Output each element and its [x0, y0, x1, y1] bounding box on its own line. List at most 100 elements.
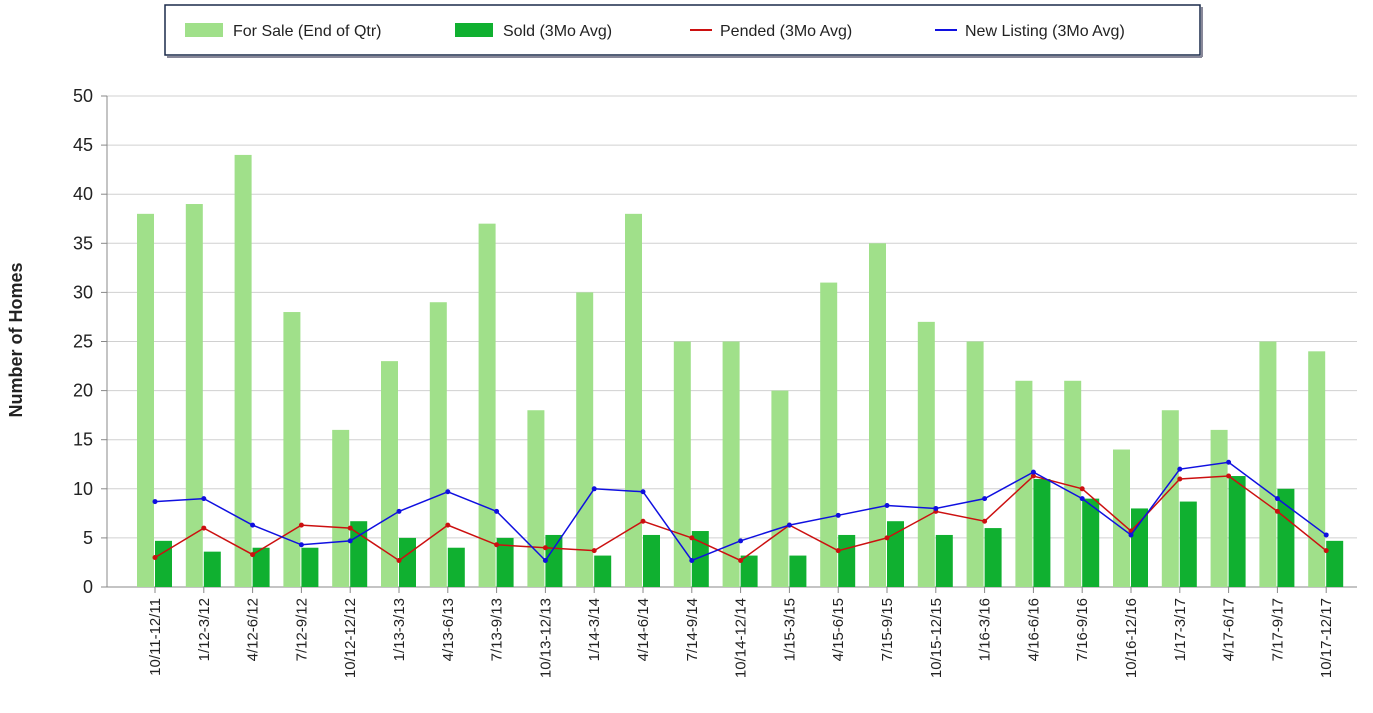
x-tick-label: 7/17-9/17	[1269, 598, 1286, 661]
y-tick-label: 35	[73, 233, 93, 253]
point	[152, 555, 158, 561]
x-tick-label: 10/12-12/12	[342, 598, 359, 678]
x-tick-label: 10/11-12/11	[147, 598, 164, 676]
point	[298, 522, 304, 528]
bar	[625, 213, 642, 587]
point	[494, 508, 500, 514]
y-tick-label: 50	[73, 86, 93, 106]
bar	[301, 547, 319, 587]
x-tick-label: 4/15-6/15	[830, 598, 847, 661]
y-tick-label: 5	[83, 528, 93, 548]
bar	[527, 410, 545, 587]
bar	[594, 555, 612, 587]
point	[591, 486, 597, 492]
point	[1030, 473, 1036, 479]
x-tick-label: 4/17-6/17	[1221, 598, 1238, 661]
legend-label: For Sale (End of Qtr)	[233, 23, 382, 40]
bar	[984, 528, 1002, 587]
bar	[935, 534, 953, 587]
point	[201, 525, 207, 531]
point	[396, 557, 402, 563]
point	[152, 499, 158, 505]
bar	[1277, 488, 1295, 587]
x-tick-label: 10/13-12/13	[537, 598, 554, 678]
x-tick-label: 10/15-12/15	[928, 598, 945, 678]
x-tick-label: 10/17-12/17	[1318, 598, 1335, 678]
x-tick-label: 7/13-9/13	[489, 598, 506, 661]
legend-label: Pended (3Mo Avg)	[720, 23, 852, 40]
x-tick-label: 1/14-3/14	[586, 598, 603, 661]
point	[982, 496, 988, 502]
point	[1079, 496, 1085, 502]
y-tick-label: 10	[73, 479, 93, 499]
point	[347, 538, 353, 544]
x-tick-label: 10/16-12/16	[1123, 598, 1140, 678]
bar	[691, 531, 709, 587]
legend-label: Sold (3Mo Avg)	[503, 23, 612, 40]
point	[835, 512, 841, 518]
bar	[283, 312, 301, 587]
bar	[869, 243, 886, 588]
x-tick-label: 4/13-6/13	[440, 598, 457, 661]
point	[347, 525, 353, 531]
bar	[1161, 410, 1179, 587]
point	[445, 522, 451, 528]
point	[1323, 548, 1329, 554]
x-tick-label: 10/14-12/14	[733, 598, 750, 678]
legend-box	[164, 4, 1201, 56]
bar	[1113, 449, 1130, 587]
point	[250, 552, 256, 558]
point	[884, 502, 890, 508]
bar	[1033, 478, 1051, 587]
point	[982, 518, 988, 524]
point	[1128, 532, 1134, 538]
bar	[496, 537, 514, 587]
bar	[1308, 351, 1326, 587]
bar	[1259, 341, 1277, 587]
point	[1274, 508, 1280, 514]
x-tick-label: 1/12-3/12	[196, 598, 213, 661]
legend-swatch	[455, 23, 493, 37]
bar	[838, 534, 856, 587]
x-tick-label: 7/15-9/15	[879, 598, 896, 661]
point	[298, 542, 304, 548]
x-tick-label: 4/16-6/16	[1025, 598, 1042, 661]
bar	[966, 341, 984, 587]
y-tick-label: 25	[73, 332, 93, 352]
bar	[332, 429, 350, 587]
bar	[447, 547, 465, 587]
line	[154, 461, 1327, 562]
bar	[1082, 498, 1100, 587]
point	[542, 545, 548, 551]
bar	[381, 361, 398, 587]
point	[201, 496, 207, 502]
x-tick-label: 7/16-9/16	[1074, 598, 1091, 661]
bar	[203, 551, 221, 587]
point	[1030, 469, 1036, 475]
point	[591, 548, 597, 554]
bar	[1064, 380, 1082, 587]
x-tick-label: 1/16-3/16	[977, 598, 994, 661]
bar	[1179, 501, 1197, 587]
point	[445, 489, 451, 495]
point	[640, 518, 646, 524]
point	[738, 538, 744, 544]
bar	[917, 321, 935, 587]
bar	[576, 292, 594, 587]
point	[640, 489, 646, 495]
x-tick-label: 1/17-3/17	[1172, 598, 1189, 661]
x-tick-label: 1/13-3/13	[391, 598, 408, 661]
bar	[399, 537, 416, 587]
bar	[1228, 476, 1246, 587]
bar	[673, 341, 691, 587]
point	[1079, 486, 1085, 492]
bar	[155, 540, 172, 587]
point	[884, 535, 890, 541]
bar	[1326, 540, 1344, 587]
y-tick-label: 40	[73, 184, 93, 204]
point	[1177, 476, 1183, 482]
bar	[722, 341, 740, 587]
point	[933, 505, 939, 511]
bar	[545, 534, 563, 587]
